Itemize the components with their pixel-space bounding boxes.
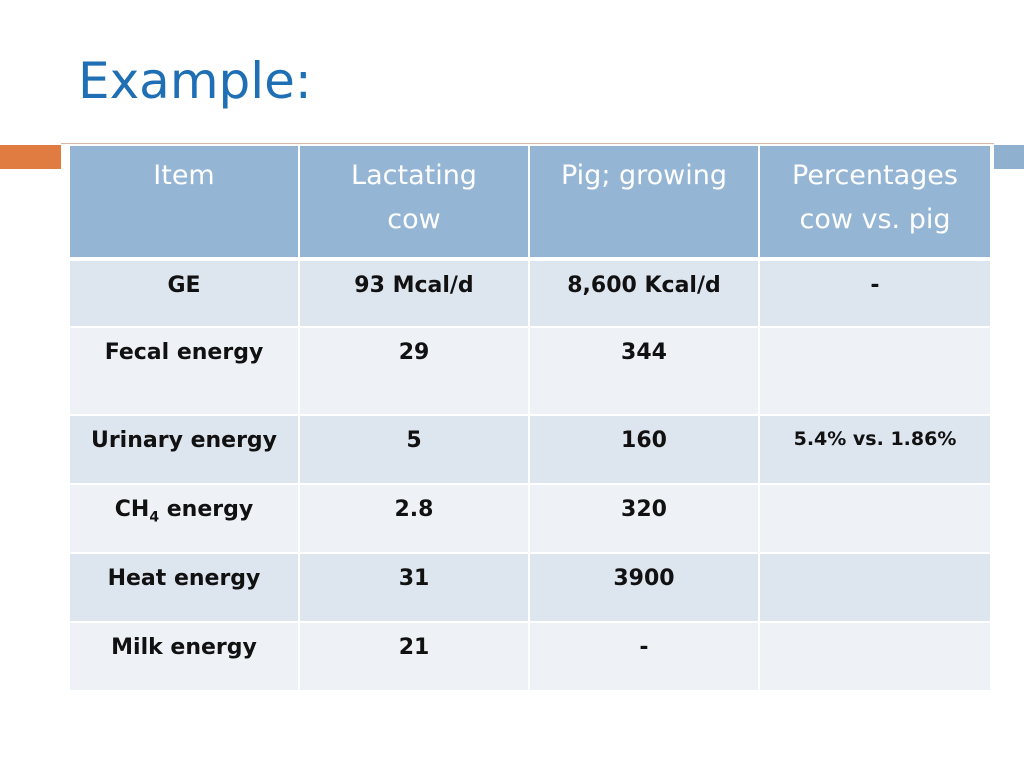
cell-cow: 5 [298, 414, 530, 485]
cell-item: CH4 energy [68, 483, 300, 554]
header-percentages: Percentages cow vs. pig [758, 144, 992, 261]
cell-pct [758, 483, 992, 554]
cell-pig: 320 [528, 483, 760, 554]
accent-bar-right [994, 145, 1024, 169]
cell-pig: 8,600 Kcal/d [528, 258, 760, 328]
cell-pig: 3900 [528, 552, 760, 623]
cell-cow: 29 [298, 326, 530, 416]
cell-pct: - [758, 258, 992, 328]
cell-pig: - [528, 621, 760, 692]
table-row: Heat energy 31 3900 [68, 552, 992, 623]
cell-cow: 93 Mcal/d [298, 258, 530, 328]
table-row: Milk energy 21 - [68, 621, 992, 692]
table-row: CH4 energy 2.8 320 [68, 483, 992, 554]
cell-item: Milk energy [68, 621, 300, 692]
cell-pig: 344 [528, 326, 760, 416]
cell-pct [758, 621, 992, 692]
header-lactating-cow: Lactating cow [298, 144, 530, 261]
cell-pct: 5.4% vs. 1.86% [758, 414, 992, 485]
cell-cow: 21 [298, 621, 530, 692]
header-pig-growing: Pig; growing [528, 144, 760, 261]
cell-pig: 160 [528, 414, 760, 485]
table-row: Urinary energy 5 160 5.4% vs. 1.86% [68, 414, 992, 485]
header-item: Item [68, 144, 300, 261]
cell-item: Heat energy [68, 552, 300, 623]
slide-title: Example: [78, 52, 312, 110]
cell-cow: 31 [298, 552, 530, 623]
table-header-row: Item Lactating cow Pig; growing Percentag… [68, 144, 992, 261]
cell-pct [758, 326, 992, 416]
cell-item: GE [68, 258, 300, 328]
energy-table: Item Lactating cow Pig; growing Percentag… [68, 144, 992, 692]
cell-pct [758, 552, 992, 623]
cell-item: Fecal energy [68, 326, 300, 416]
divider-line [61, 143, 994, 144]
table-row: GE 93 Mcal/d 8,600 Kcal/d - [68, 258, 992, 328]
table-row: Fecal energy 29 344 [68, 326, 992, 416]
cell-cow: 2.8 [298, 483, 530, 554]
cell-item: Urinary energy [68, 414, 300, 485]
accent-bar-left [0, 145, 61, 169]
